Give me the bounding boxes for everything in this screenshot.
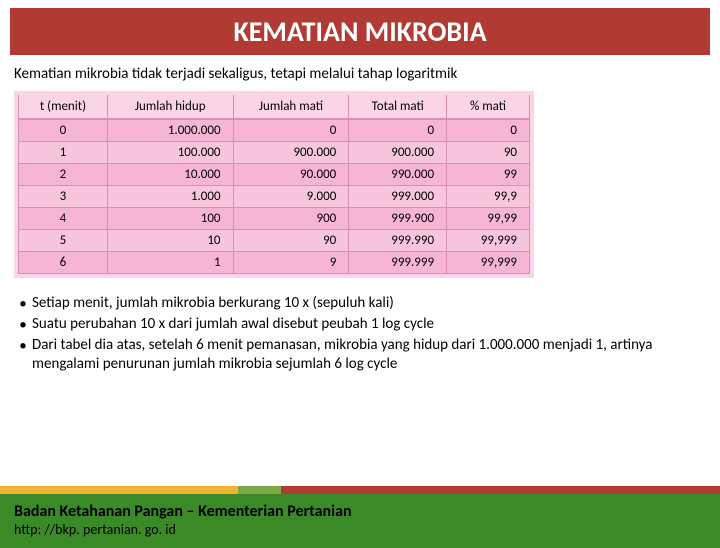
table-cell: 900.000 xyxy=(349,142,447,164)
table-cell: 5 xyxy=(19,230,108,252)
table-cell: 2 xyxy=(19,164,108,186)
table-cell: 99,9 xyxy=(447,186,530,208)
bullet-list: •Setiap menit, jumlah mikrobia berkurang… xyxy=(0,288,720,374)
bullet-item: •Suatu perubahan 10 x dari jumlah awal d… xyxy=(14,315,706,334)
table-row: 619999.99999,999 xyxy=(19,252,530,274)
footer-url-text: http: //bkp. pertanian. go. id xyxy=(14,521,706,538)
bullet-text: Dari tabel dia atas, setelah 6 menit pem… xyxy=(32,336,706,374)
table-cell: 9.000 xyxy=(233,186,349,208)
table-row: 01.000.000000 xyxy=(19,119,530,142)
table-cell: 90 xyxy=(233,230,349,252)
table-row: 210.00090.000990.00099 xyxy=(19,164,530,186)
footer: Badan Ketahanan Pangan – Kementerian Per… xyxy=(0,486,720,548)
data-table-container: t (menit) Jumlah hidup Jumlah mati Total… xyxy=(14,91,534,278)
col-header: % mati xyxy=(447,95,530,119)
stripe-segment xyxy=(238,486,281,494)
table-row: 1100.000900.000900.00090 xyxy=(19,142,530,164)
bullet-item: •Dari tabel dia atas, setelah 6 menit pe… xyxy=(14,336,706,374)
bullet-item: •Setiap menit, jumlah mikrobia berkurang… xyxy=(14,294,706,313)
table-cell: 10 xyxy=(107,230,233,252)
table-cell: 900 xyxy=(233,208,349,230)
table-cell: 1 xyxy=(107,252,233,274)
table-cell: 0 xyxy=(19,119,108,142)
table-cell: 1 xyxy=(19,142,108,164)
table-row: 51090999.99099,999 xyxy=(19,230,530,252)
footer-stripe xyxy=(0,486,720,494)
bullet-text: Suatu perubahan 10 x dari jumlah awal di… xyxy=(32,315,706,334)
data-table: t (menit) Jumlah hidup Jumlah mati Total… xyxy=(18,95,530,274)
page-title: KEMATIAN MIKROBIA xyxy=(10,8,710,55)
stripe-segment xyxy=(0,486,238,494)
table-row: 31.0009.000999.00099,9 xyxy=(19,186,530,208)
col-header: Jumlah hidup xyxy=(107,95,233,119)
table-cell: 999.000 xyxy=(349,186,447,208)
subtitle-text: Kematian mikrobia tidak terjadi sekaligu… xyxy=(0,61,720,91)
table-cell: 99,999 xyxy=(447,252,530,274)
table-cell: 100 xyxy=(107,208,233,230)
bullet-dot: • xyxy=(14,294,32,313)
table-cell: 10.000 xyxy=(107,164,233,186)
table-header-row: t (menit) Jumlah hidup Jumlah mati Total… xyxy=(19,95,530,119)
col-header: Total mati xyxy=(349,95,447,119)
table-cell: 0 xyxy=(233,119,349,142)
col-header: t (menit) xyxy=(19,95,108,119)
stripe-segment xyxy=(281,486,720,494)
table-cell: 900.000 xyxy=(233,142,349,164)
col-header: Jumlah mati xyxy=(233,95,349,119)
table-cell: 99,99 xyxy=(447,208,530,230)
table-cell: 100.000 xyxy=(107,142,233,164)
table-cell: 999.999 xyxy=(349,252,447,274)
table-cell: 9 xyxy=(233,252,349,274)
bullet-dot: • xyxy=(14,336,32,355)
footer-org-text: Badan Ketahanan Pangan – Kementerian Per… xyxy=(14,502,706,521)
table-cell: 1.000 xyxy=(107,186,233,208)
table-cell: 4 xyxy=(19,208,108,230)
table-row: 4100900999.90099,99 xyxy=(19,208,530,230)
table-cell: 999.990 xyxy=(349,230,447,252)
table-cell: 1.000.000 xyxy=(107,119,233,142)
bullet-text: Setiap menit, jumlah mikrobia berkurang … xyxy=(32,294,706,313)
table-cell: 90.000 xyxy=(233,164,349,186)
table-cell: 0 xyxy=(349,119,447,142)
table-cell: 99,999 xyxy=(447,230,530,252)
bullet-dot: • xyxy=(14,315,32,334)
table-cell: 90 xyxy=(447,142,530,164)
table-cell: 990.000 xyxy=(349,164,447,186)
table-cell: 3 xyxy=(19,186,108,208)
table-cell: 6 xyxy=(19,252,108,274)
table-cell: 0 xyxy=(447,119,530,142)
table-cell: 99 xyxy=(447,164,530,186)
table-cell: 999.900 xyxy=(349,208,447,230)
